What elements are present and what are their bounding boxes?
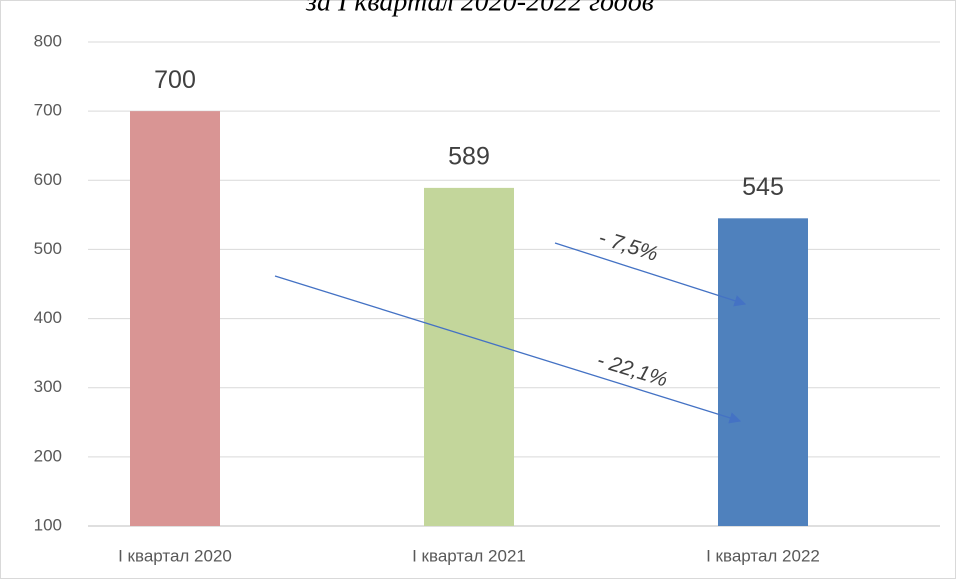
y-tick-label: 600 <box>34 170 62 189</box>
y-tick-label: 300 <box>34 377 62 396</box>
y-tick-label: 800 <box>34 31 62 50</box>
bar <box>130 111 220 527</box>
y-tick-label: 700 <box>34 101 62 120</box>
data-label: 589 <box>448 143 490 171</box>
arrow <box>274 275 742 424</box>
y-tick-label: 400 <box>34 308 62 327</box>
data-label: 545 <box>742 173 784 201</box>
arrow <box>554 242 747 307</box>
chart-title: за I квартал 2020-2022 годов <box>305 0 654 17</box>
data-label: 700 <box>154 66 196 94</box>
x-tick-label: I квартал 2021 <box>412 546 526 565</box>
x-tick-label: I квартал 2020 <box>118 546 232 565</box>
annotation: - 7,5% <box>596 226 661 266</box>
y-tick-label: 100 <box>34 515 62 534</box>
bar <box>424 187 514 527</box>
x-tick-label: I квартал 2022 <box>706 546 820 565</box>
y-tick-label: 500 <box>34 239 62 258</box>
bar <box>718 218 808 527</box>
plot-area: 100 200 300 400 500 600 700 800 I квартал 2020 70… <box>34 31 940 565</box>
annotation: - 22,1% <box>594 349 670 392</box>
y-tick-label: 200 <box>34 446 62 465</box>
